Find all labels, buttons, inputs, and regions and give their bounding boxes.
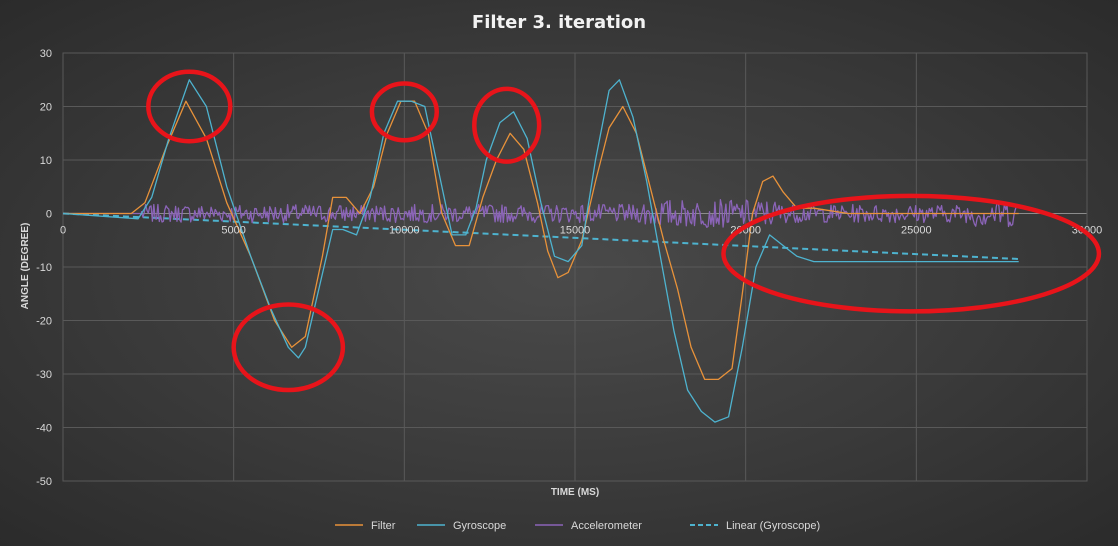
series-layer — [62, 79, 1019, 423]
series-line-gyroscope — [62, 79, 1019, 423]
series-line-accelerometer — [63, 199, 1019, 228]
x-tick-label: 0 — [60, 225, 66, 237]
x-tick-label: 10000 — [389, 225, 420, 237]
legend-label: Accelerometer — [571, 520, 642, 532]
y-tick-label: -40 — [36, 423, 52, 435]
y-tick-label: 20 — [40, 102, 52, 114]
series-line-filter — [63, 100, 1019, 381]
y-tick-label: -20 — [36, 316, 52, 328]
annotation-ellipse — [231, 302, 346, 393]
y-axis-label: ANGLE (DEGREE) — [20, 223, 31, 310]
y-tick-label: -10 — [36, 262, 52, 274]
y-tick-label: 10 — [40, 155, 52, 167]
y-tick-label: 0 — [46, 209, 52, 221]
annotation-layer — [146, 69, 1102, 393]
annotation-ellipse — [146, 69, 233, 144]
y-tick-label: -30 — [36, 369, 52, 381]
legend-label: Linear (Gyroscope) — [726, 520, 820, 532]
annotation-ellipse — [721, 193, 1102, 314]
y-tick-label: 30 — [40, 48, 52, 60]
legend: Filter Gyroscope Accelerometer Linear (Gyro… — [335, 520, 820, 532]
gridlines — [62, 52, 1088, 482]
x-tick-label: 25000 — [901, 225, 932, 237]
chart-title: Filter 3. iteration — [472, 12, 646, 33]
legend-label: Filter — [371, 520, 396, 532]
y-tick-label: -50 — [36, 476, 52, 488]
annotation-ellipse — [369, 81, 440, 143]
x-axis-label: TIME (MS) — [551, 487, 599, 498]
legend-label: Gyroscope — [453, 520, 506, 532]
x-tick-label: 5000 — [221, 225, 245, 237]
annotation-ellipse — [472, 86, 542, 164]
x-tick-label: 15000 — [560, 225, 591, 237]
